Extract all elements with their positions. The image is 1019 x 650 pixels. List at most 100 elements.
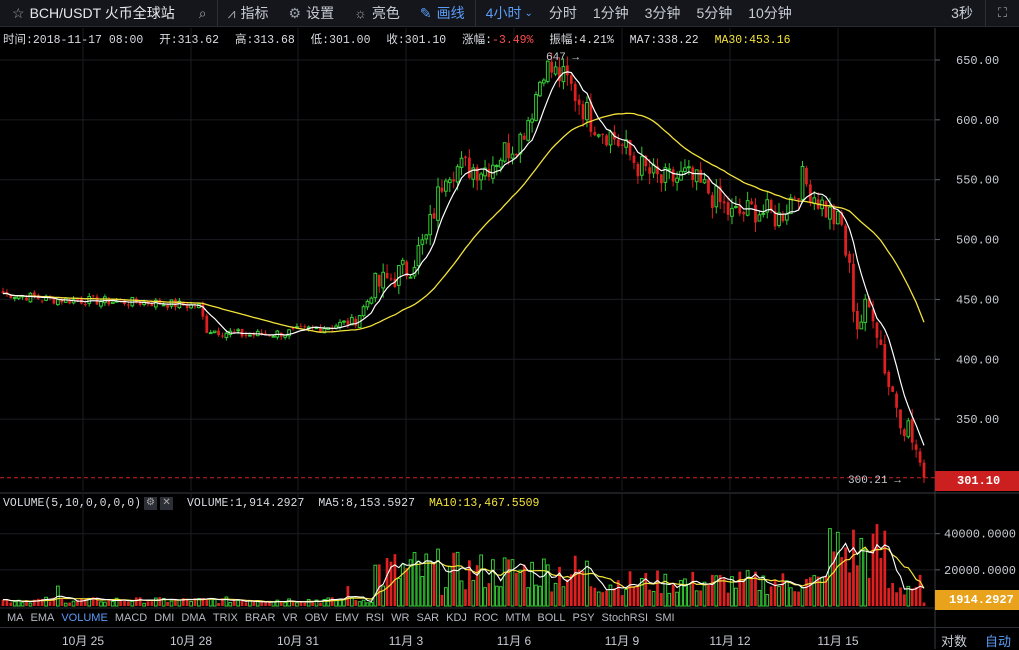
indicator-tab-vr[interactable]: VR xyxy=(282,612,298,624)
candle xyxy=(565,56,569,86)
volume-bar xyxy=(260,602,264,606)
candle-body xyxy=(396,265,401,286)
candle-body xyxy=(922,462,926,478)
volume-bar xyxy=(319,602,322,606)
volume-bar xyxy=(644,573,648,606)
candle xyxy=(824,200,828,218)
period-tab-1min[interactable]: 1分钟 xyxy=(585,0,637,26)
volume-bar xyxy=(871,533,875,606)
volume-bar xyxy=(538,585,542,607)
indicator-tab-brar[interactable]: BRAR xyxy=(244,612,276,624)
candle xyxy=(201,301,205,320)
candle-body xyxy=(788,197,793,215)
refresh-interval[interactable]: 3秒 xyxy=(939,0,985,26)
indicator-tab-kdj[interactable]: KDJ xyxy=(446,612,467,624)
indicator-tab-boll[interactable]: BOLL xyxy=(537,612,566,624)
volume-bar xyxy=(80,598,83,606)
volume-bar xyxy=(166,601,169,606)
indicator-tab-obv[interactable]: OBV xyxy=(304,612,328,624)
period-dropdown[interactable]: 4小时 ⌄ xyxy=(476,0,543,26)
indicator-tab-roc[interactable]: ROC xyxy=(473,612,499,624)
date-label: 11月 15 xyxy=(817,634,859,648)
indicator-tab-mtm[interactable]: MTM xyxy=(505,612,531,624)
volume-bar xyxy=(483,587,487,607)
volume-bar xyxy=(110,600,115,607)
indicator-tab-stochrsi[interactable]: StochRSI xyxy=(601,612,649,624)
period-tab-10min[interactable]: 10分钟 xyxy=(740,0,800,26)
indicators-button[interactable]: ⩘ 指标 xyxy=(218,0,279,26)
indicator-tab-macd[interactable]: MACD xyxy=(114,612,148,624)
candle-body xyxy=(899,409,902,429)
indicator-tab-smi[interactable]: SMI xyxy=(655,612,675,624)
volume-bar xyxy=(299,602,303,606)
volume-bar xyxy=(558,566,561,606)
volume-bar xyxy=(150,601,154,606)
indicator-tab-wr[interactable]: WR xyxy=(391,612,410,624)
volume-bar xyxy=(565,579,569,606)
candle-body xyxy=(608,131,613,146)
volume-bar xyxy=(279,601,283,606)
candle xyxy=(502,142,507,163)
indicator-tab-rsi[interactable]: RSI xyxy=(365,612,385,624)
candle-body xyxy=(918,451,922,463)
volume-bar xyxy=(212,599,217,607)
candle-body xyxy=(91,295,95,297)
volume-settings-icon[interactable]: ⚙ xyxy=(144,497,158,510)
indicator-tab-emv[interactable]: EMV xyxy=(334,612,359,624)
candle-body xyxy=(777,212,781,227)
period-tab-timeline[interactable]: 分时 xyxy=(543,0,585,26)
divider xyxy=(216,0,218,26)
theme-button[interactable]: ☼ 亮色 xyxy=(344,0,410,26)
volume-bar xyxy=(28,602,33,607)
indicator-tab-trix[interactable]: TRIX xyxy=(212,612,238,624)
candle xyxy=(899,409,902,435)
volume-bar xyxy=(459,580,464,607)
price-tick-label: 400.00 xyxy=(956,353,999,367)
star-icon[interactable]: ☆ xyxy=(12,4,25,21)
period-tab-3min[interactable]: 3分钟 xyxy=(637,0,689,26)
candle xyxy=(365,299,370,311)
candle xyxy=(734,195,738,209)
log-scale-button[interactable]: 对数 xyxy=(941,634,968,649)
candle xyxy=(800,160,805,204)
candle-body xyxy=(757,214,762,222)
volume-bar xyxy=(189,600,193,607)
candle xyxy=(255,329,260,337)
candle-body xyxy=(346,320,350,325)
indicator-tab-dmi[interactable]: DMI xyxy=(154,612,175,624)
candle xyxy=(212,330,217,334)
volume-bar xyxy=(303,602,307,606)
settings-button[interactable]: ⚙ 设置 xyxy=(279,0,345,26)
symbol-selector[interactable]: ☆ BCH/USDT 火币全球站 xyxy=(0,0,185,26)
candle-body xyxy=(601,133,605,135)
candle-body xyxy=(550,61,554,73)
indicator-tab-sar[interactable]: SAR xyxy=(416,612,440,624)
volume-close-icon[interactable]: ✕ xyxy=(160,497,174,510)
volume-bar xyxy=(875,524,879,606)
candle-body xyxy=(545,60,550,82)
auto-scale-button[interactable]: 自动 xyxy=(985,634,1012,649)
candle xyxy=(385,264,389,279)
candle xyxy=(718,178,722,210)
volume-bar xyxy=(197,598,201,607)
candle-body xyxy=(648,167,652,174)
candle xyxy=(369,296,374,305)
volume-bar xyxy=(107,599,111,606)
candle xyxy=(754,198,757,232)
volume-bar xyxy=(369,601,374,607)
volume-bar xyxy=(185,599,189,606)
indicator-tab-psy[interactable]: PSY xyxy=(572,612,595,624)
indicator-tab-ema[interactable]: EMA xyxy=(30,612,55,624)
fullscreen-button[interactable]: ⛶ xyxy=(986,0,1019,26)
draw-button[interactable]: ✎ 画线 xyxy=(410,0,475,26)
indicator-tab-volume[interactable]: VOLUME xyxy=(61,612,108,624)
period-tab-5min[interactable]: 5分钟 xyxy=(688,0,740,26)
candle xyxy=(887,370,891,396)
search-button[interactable]: ⌕ xyxy=(185,0,217,26)
indicator-tab-dma[interactable]: DMA xyxy=(181,612,206,624)
candle xyxy=(699,161,702,183)
candle xyxy=(773,204,777,231)
indicator-tab-ma[interactable]: MA xyxy=(7,612,24,624)
candle-body xyxy=(593,131,597,136)
